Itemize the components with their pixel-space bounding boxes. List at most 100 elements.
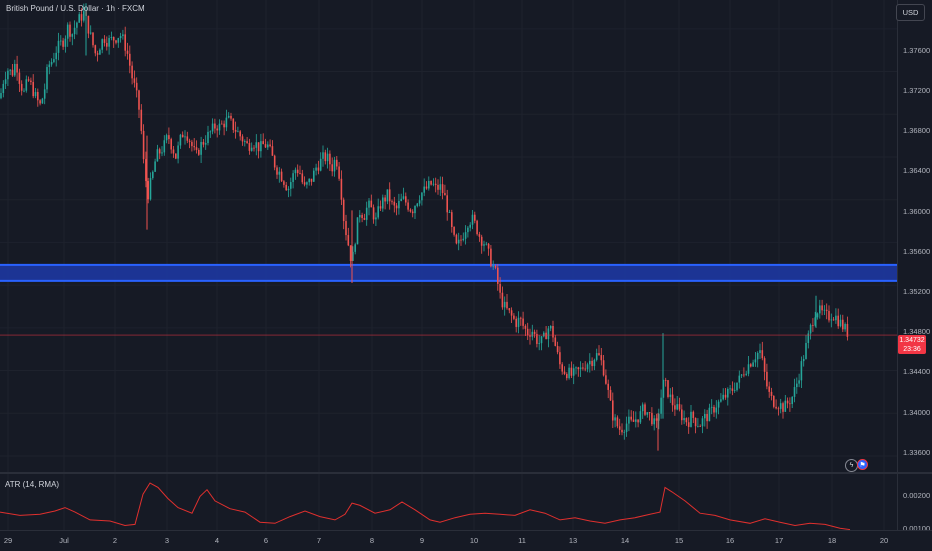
candle-body [701,418,704,427]
candle-body [552,325,554,338]
candle-body [835,315,837,321]
candle-body [462,238,465,241]
candle-body [464,232,467,239]
currency-button[interactable]: USD [896,4,925,21]
candle-body [285,184,287,191]
candle-body [257,142,260,152]
candle-body [651,412,653,425]
candle-body [591,360,593,367]
candle-body [18,72,21,84]
candle-body [529,335,531,337]
candle-body [497,267,499,284]
candle-body [303,182,306,185]
candle-body [635,419,637,422]
candle-body [193,146,195,148]
candle-body [713,406,715,413]
candle-body [621,429,623,433]
candle-body [499,283,501,293]
candle-body [593,359,596,367]
candle-body [457,239,460,244]
candle-body [570,367,573,376]
candle-body [618,426,621,430]
bar-countdown: 23:36 [903,346,921,353]
candle-body [779,403,782,409]
time-tick: 13 [568,536,578,545]
candle-body [234,129,237,132]
candle-body [338,166,340,179]
candle-body [648,412,651,414]
candle-body [126,50,129,54]
candle-body [740,374,743,376]
atr-line [0,482,851,530]
candle-body [517,317,520,327]
candle-body [430,180,432,185]
candle-body [471,214,474,225]
price-scale[interactable] [897,0,932,530]
candle-body [310,178,313,182]
candle-body [290,182,292,189]
candle-body [474,214,476,221]
candle-body [582,367,584,369]
time-scale[interactable] [0,530,932,551]
uk-flag-icon[interactable]: ⚑ [857,459,868,470]
candle-body [89,32,92,34]
candle-body [690,411,692,427]
candle-body [386,189,389,202]
candle-body [391,201,393,203]
candle-body [646,412,649,415]
candle-body [492,265,494,267]
candle-body [9,69,11,71]
candle-body [545,332,547,340]
candle-body [727,388,729,398]
lightning-icon[interactable]: ϟ [845,459,858,472]
time-tick: 14 [620,536,630,545]
candle-body [681,409,683,421]
candle-body [147,181,149,200]
candle-body [133,78,136,83]
candle-body [543,332,545,337]
candle-body [168,135,170,140]
candle-body [112,37,115,41]
candle-body [637,419,639,423]
candle-body [170,139,172,150]
candle-body [186,136,189,141]
atr-indicator-title[interactable]: ATR (14, RMA) [5,480,60,489]
time-tick: 29 [3,536,13,545]
candle-body [308,178,310,183]
candle-body [793,387,796,397]
candle-body [165,135,168,141]
symbol-title[interactable]: British Pound / U.S. Dollar · 1h · FXCM [6,4,145,13]
candle-body [549,325,552,329]
candle-body [423,186,425,193]
candle-body [142,130,145,160]
candle-body [485,243,488,245]
candle-body [209,131,212,133]
candle-body [612,400,614,421]
price-tick: 1.36800 [903,126,931,135]
candle-body [759,350,761,353]
time-tick: 7 [316,536,322,545]
candle-body [704,413,706,419]
candle-body [559,352,561,365]
candle-body [694,417,697,427]
atr-chart[interactable] [0,474,897,530]
time-tick: 16 [725,536,735,545]
candle-body [687,422,690,427]
candle-body [508,308,511,311]
candle-body [616,417,619,427]
candle-body [225,117,228,128]
price-chart[interactable] [0,0,897,472]
candle-body [775,406,777,409]
candle-body [7,70,9,80]
candle-body [301,173,304,183]
candle-body [738,375,741,383]
candle-body [531,331,534,337]
candle-body [214,123,216,129]
candle-body [655,418,658,421]
candle-body [384,197,386,202]
candle-body [99,49,101,55]
candle-body [152,171,154,179]
candle-body [154,161,156,172]
candle-body [273,155,276,168]
pane-divider[interactable] [0,472,932,474]
